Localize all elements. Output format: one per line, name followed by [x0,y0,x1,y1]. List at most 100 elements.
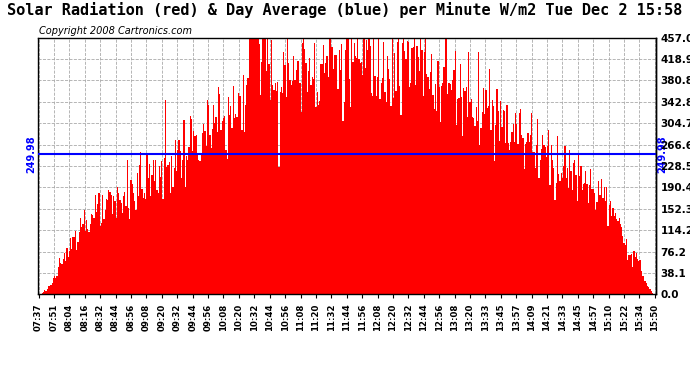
Bar [486,108,488,294]
Bar [184,120,185,294]
Bar [436,111,437,294]
Bar [384,93,386,294]
Bar [485,90,486,294]
Bar [585,171,586,294]
Bar [196,135,197,294]
Bar [596,202,598,294]
Bar [515,113,516,294]
Bar [134,201,135,294]
Bar [310,86,312,294]
Bar [48,286,49,294]
Bar [325,63,326,294]
Bar [185,187,186,294]
Bar [117,187,118,294]
Bar [288,63,289,294]
Bar [50,285,52,294]
Bar [187,160,188,294]
Bar [610,201,611,294]
Bar [320,64,322,294]
Bar [267,38,268,294]
Bar [533,152,535,294]
Bar [478,52,480,294]
Bar [406,40,408,294]
Bar [220,130,221,294]
Bar [521,135,522,294]
Bar [519,113,520,294]
Bar [392,38,393,294]
Bar [143,198,144,294]
Bar [155,160,156,294]
Bar [575,175,577,294]
Bar [497,111,499,294]
Bar [632,267,633,294]
Bar [518,144,519,294]
Bar [208,105,209,294]
Bar [154,180,155,294]
Bar [471,99,472,294]
Bar [506,105,508,294]
Bar [271,40,272,294]
Bar [102,195,103,294]
Bar [49,285,50,294]
Bar [129,219,130,294]
Bar [464,92,466,294]
Bar [522,138,524,294]
Bar [467,117,468,294]
Bar [489,69,491,294]
Bar [543,145,544,294]
Bar [244,132,245,294]
Bar [579,176,580,294]
Bar [289,80,290,294]
Bar [303,38,304,294]
Bar [582,190,583,294]
Bar [555,183,557,294]
Text: Copyright 2008 Cartronics.com: Copyright 2008 Cartronics.com [39,26,192,36]
Bar [482,112,483,294]
Bar [426,74,428,294]
Bar [313,80,314,294]
Bar [66,248,68,294]
Bar [277,82,278,294]
Bar [172,187,174,294]
Bar [69,251,70,294]
Bar [186,156,187,294]
Bar [207,100,208,294]
Bar [124,192,126,294]
Bar [156,190,157,294]
Bar [239,96,240,294]
Bar [140,152,141,294]
Bar [179,152,181,294]
Bar [440,122,441,294]
Bar [85,231,86,294]
Bar [566,168,568,294]
Bar [552,160,553,294]
Bar [437,62,439,294]
Bar [408,42,409,294]
Bar [54,276,55,294]
Bar [58,267,59,294]
Bar [577,201,578,294]
Bar [361,62,362,294]
Bar [652,293,653,294]
Bar [488,105,489,294]
Bar [309,58,310,294]
Bar [218,87,219,294]
Bar [473,118,474,294]
Bar [463,88,464,294]
Bar [223,118,224,294]
Text: 249.98: 249.98 [658,135,667,172]
Bar [491,100,493,294]
Bar [326,56,328,294]
Bar [44,290,46,294]
Bar [362,75,364,294]
Bar [192,151,193,294]
Bar [642,276,643,294]
Bar [414,38,415,294]
Bar [651,291,652,294]
Bar [59,258,60,294]
Bar [425,38,426,294]
Bar [502,111,504,294]
Bar [191,119,192,294]
Bar [314,43,315,294]
Bar [560,172,562,294]
